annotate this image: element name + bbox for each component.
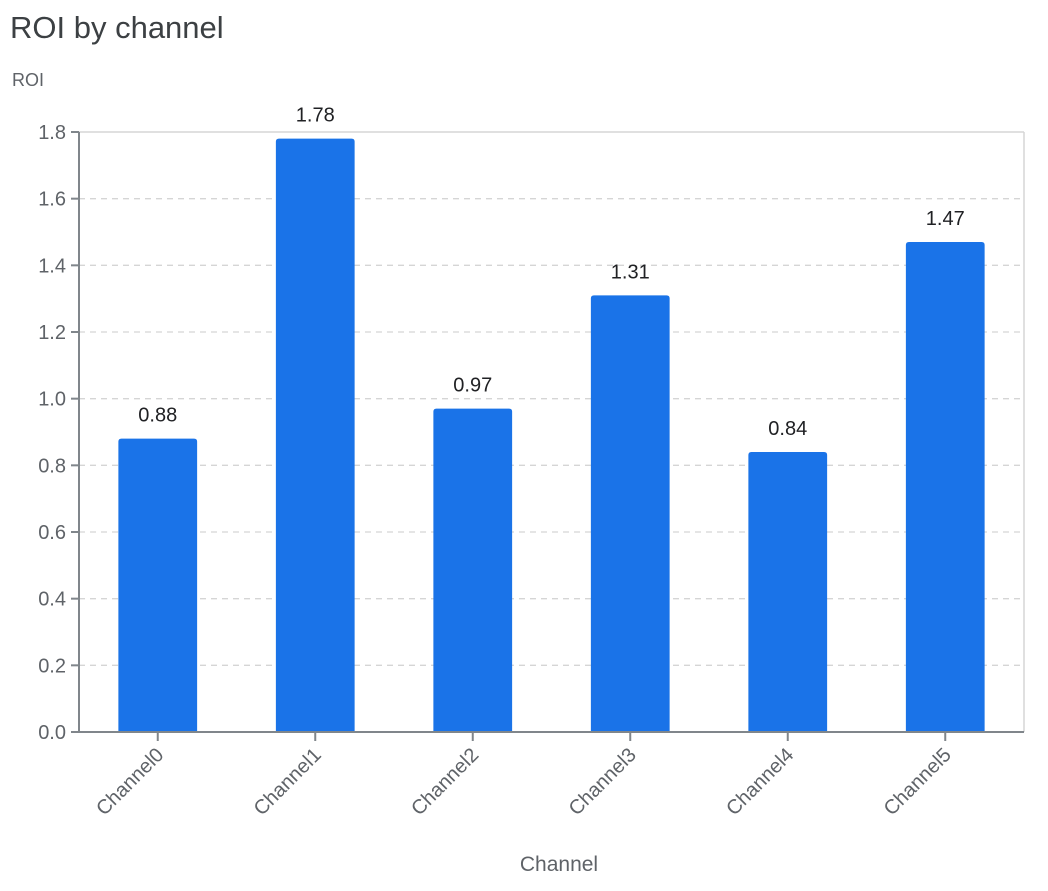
- y-axis-label: ROI: [12, 70, 44, 90]
- x-tick-label: Channel1: [250, 744, 326, 820]
- y-tick-label: 1.8: [38, 122, 66, 144]
- y-tick-label: 1.2: [38, 322, 66, 344]
- y-tick-label: 1.6: [38, 189, 66, 211]
- y-tick-label: 0.2: [38, 655, 66, 677]
- bar: [118, 438, 198, 732]
- bar-data-label: 1.31: [611, 261, 650, 283]
- bar: [590, 295, 670, 732]
- bar: [748, 452, 828, 732]
- x-tick-label: Channel2: [407, 744, 483, 820]
- x-tick-label: Channel3: [565, 744, 641, 820]
- y-tick-label: 1.4: [38, 255, 66, 277]
- bars: 0.88 1.78 0.97 1.31 0.84 1.47: [118, 105, 985, 732]
- bar-data-label: 1.78: [296, 105, 335, 127]
- bar-data-label: 0.97: [453, 375, 492, 397]
- chart-title: ROI by channel: [10, 10, 224, 45]
- bar: [433, 408, 513, 732]
- y-tick-label: 0.8: [38, 455, 66, 477]
- bar-data-label: 1.47: [926, 208, 965, 230]
- x-tick-label: Channel0: [92, 744, 168, 820]
- y-tick-label: 0.4: [38, 589, 66, 611]
- bar: [275, 138, 355, 732]
- bar: [905, 242, 985, 732]
- gridlines: [79, 131, 1025, 732]
- x-tick-label: Channel4: [722, 744, 798, 820]
- bar-data-label: 0.88: [138, 405, 177, 427]
- y-tick-label: 0.0: [38, 722, 66, 744]
- x-tick-label: Channel5: [880, 744, 956, 820]
- y-tick-label: 1.0: [38, 389, 66, 411]
- x-axis-label: Channel: [520, 853, 598, 876]
- bar-data-label: 0.84: [768, 418, 807, 440]
- y-tick-label: 0.6: [38, 522, 66, 544]
